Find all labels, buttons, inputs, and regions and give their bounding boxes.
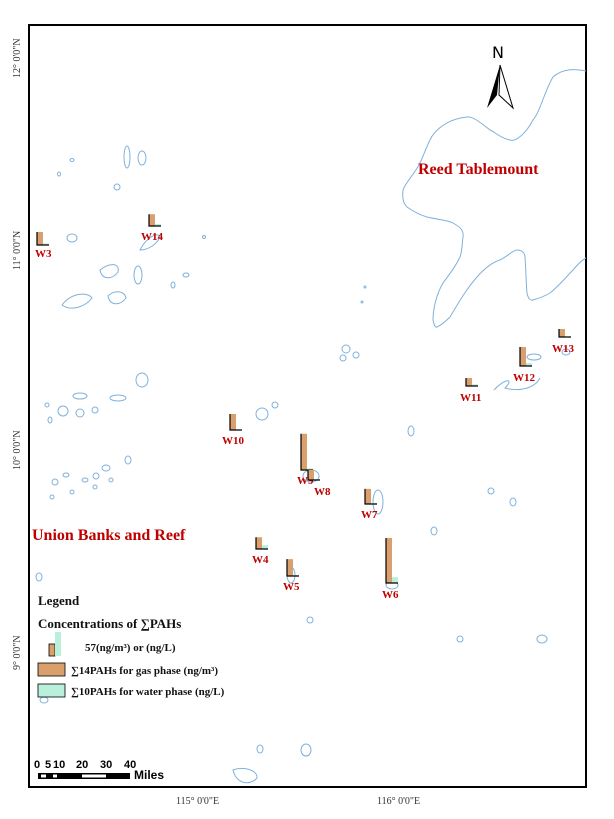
gas-bar [256, 537, 262, 549]
reed-tablemount-outline [402, 69, 587, 328]
scale-unit: Miles [134, 768, 164, 782]
gas-bar [230, 414, 236, 430]
lon-label-115: 115° 0'0"E [176, 796, 219, 807]
lat-label-12: 12° 0'0"N [12, 38, 23, 78]
bar-axis [148, 214, 161, 227]
lon-label-116: 116° 0'0"E [377, 796, 420, 807]
bar-axis [36, 231, 49, 246]
legend-scale-water-bar [55, 632, 61, 656]
bar-axis [465, 378, 478, 387]
bar-axis [229, 414, 242, 431]
station-w7: W7 [361, 488, 378, 521]
scale-bar: 0 5 10 20 30 40 Miles [34, 759, 164, 782]
station-label: W3 [35, 248, 52, 260]
station-w3: W3 [35, 231, 52, 260]
water-bar [307, 468, 313, 470]
station-label: W8 [314, 486, 331, 498]
gas-bar [308, 469, 314, 480]
water-bar [526, 363, 532, 366]
water-bar [43, 243, 49, 245]
water-bar [155, 223, 161, 226]
gas-bar [520, 347, 526, 366]
legend-gas-swatch [37, 662, 66, 677]
legend: Legend Concentrations of ∑PAHs 57(ng/m³)… [37, 593, 225, 698]
bar-axis [255, 537, 268, 550]
station-w5: W5 [283, 559, 300, 593]
station-label: W4 [252, 554, 269, 566]
station-label: W5 [283, 581, 300, 593]
legend-gas-label: ∑14PAHs for gas phase (ng/m³) [71, 665, 218, 677]
station-label: W7 [361, 509, 378, 521]
station-w8: W8 [307, 469, 331, 498]
station-w13: W13 [552, 329, 575, 355]
gas-bar [365, 488, 371, 504]
map-frame [28, 24, 587, 788]
legend-subtitle: Concentrations of ∑PAHs [38, 616, 181, 631]
station-label: W14 [141, 231, 164, 243]
bar-axis [364, 488, 377, 505]
station-w4: W4 [252, 537, 269, 566]
bar-axis [519, 347, 532, 367]
scale-tick-30: 30 [100, 759, 112, 771]
water-bar [472, 384, 478, 386]
gas-bar [287, 559, 293, 576]
bar-axis [558, 329, 571, 338]
station-w10: W10 [222, 414, 245, 447]
station-w12: W12 [513, 347, 536, 384]
scale-tick-5: 5 [45, 759, 51, 771]
scale-tick-20: 20 [76, 759, 88, 771]
region-label-reed-tablemount: Reed Tablemount [418, 161, 539, 178]
station-label: W13 [552, 343, 575, 355]
lat-label-9: 9° 0'0"N [12, 635, 23, 670]
legend-water-swatch [37, 683, 66, 698]
station-label: W10 [222, 435, 245, 447]
region-label-union-banks: Union Banks and Reef [32, 527, 186, 544]
gas-bar [149, 214, 155, 226]
station-w14: W14 [141, 214, 164, 243]
legend-scale-gas-bar [48, 643, 56, 657]
north-label: N [492, 43, 504, 62]
station-label: W12 [513, 372, 536, 384]
bar-axis [307, 469, 320, 481]
gas-bar [466, 378, 472, 386]
station-label: W11 [460, 392, 481, 404]
water-bar [392, 577, 398, 583]
water-bar [262, 545, 268, 549]
north-arrow-icon: N [487, 43, 515, 110]
scale-tick-0: 0 [34, 759, 40, 771]
bar-axis [286, 559, 299, 577]
gas-bar [301, 433, 307, 470]
scale-tick-10: 10 [53, 759, 65, 771]
lat-label-10: 10° 0'0"N [12, 430, 23, 470]
station-label: W6 [382, 589, 399, 601]
legend-title: Legend [38, 593, 80, 608]
station-w11: W11 [460, 378, 481, 404]
bar-axis [385, 537, 398, 584]
gas-bar [386, 537, 392, 583]
lat-label-11: 11° 0'0"N [12, 231, 23, 270]
gas-bar [559, 329, 565, 337]
legend-scale-text: 57(ng/m³) or (ng/L) [85, 642, 176, 654]
legend-water-label: ∑10PAHs for water phase (ng/L) [71, 686, 225, 698]
station-w6: W6 [382, 537, 399, 601]
gas-bar [37, 231, 43, 245]
scale-tick-40: 40 [124, 759, 136, 771]
